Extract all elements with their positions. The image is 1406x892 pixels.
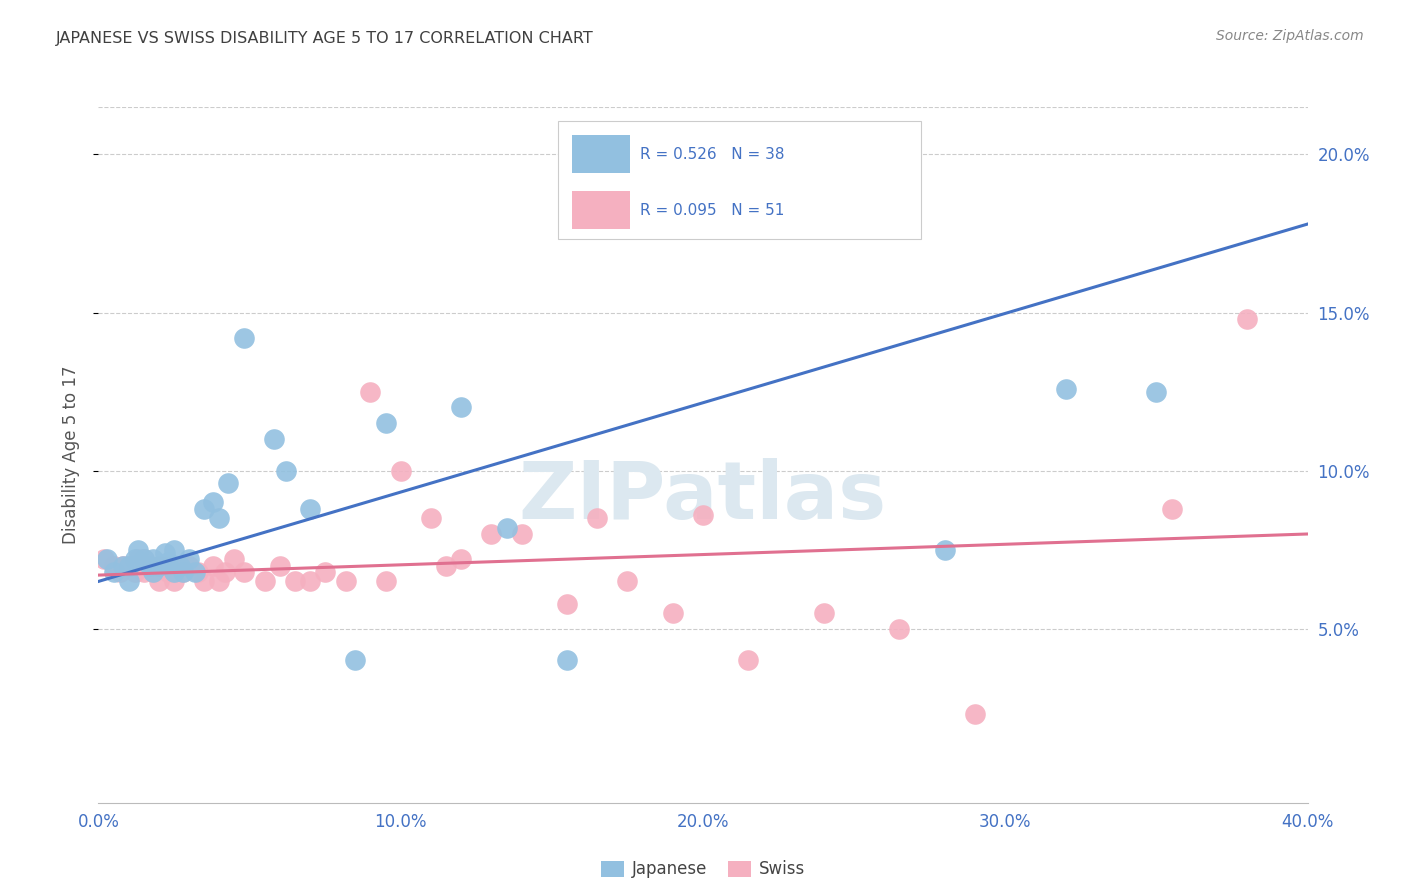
Point <box>662 606 685 620</box>
Point <box>127 542 149 557</box>
Point <box>344 653 367 667</box>
Point <box>156 565 179 579</box>
Point <box>214 565 236 579</box>
Text: R = 0.526   N = 38: R = 0.526 N = 38 <box>640 147 785 161</box>
Point <box>96 552 118 566</box>
Point <box>555 653 578 667</box>
Point <box>172 565 194 579</box>
Point <box>139 558 162 573</box>
Point <box>335 574 357 589</box>
Point <box>193 574 215 589</box>
Point <box>299 501 322 516</box>
FancyBboxPatch shape <box>558 121 921 239</box>
Point <box>510 527 533 541</box>
Text: Source: ZipAtlas.com: Source: ZipAtlas.com <box>1216 29 1364 43</box>
Point <box>103 558 125 573</box>
Point <box>148 574 170 589</box>
Point <box>93 552 115 566</box>
Point <box>153 546 176 560</box>
Point <box>481 527 503 541</box>
Point <box>420 511 443 525</box>
Point <box>169 558 191 573</box>
Point <box>217 476 239 491</box>
Legend: Japanese, Swiss: Japanese, Swiss <box>593 854 813 885</box>
Point <box>616 574 638 589</box>
Point <box>172 565 194 579</box>
Point <box>737 653 759 667</box>
Point <box>555 597 578 611</box>
Text: R = 0.095   N = 51: R = 0.095 N = 51 <box>640 202 785 218</box>
Point <box>495 521 517 535</box>
Point <box>813 606 835 620</box>
Point <box>163 565 186 579</box>
Point <box>156 556 179 570</box>
Point <box>274 464 297 478</box>
Point <box>163 542 186 557</box>
Point <box>111 558 134 573</box>
Point <box>187 565 209 579</box>
Point <box>965 707 987 722</box>
Point <box>142 552 165 566</box>
Text: ZIPatlas: ZIPatlas <box>519 458 887 536</box>
FancyBboxPatch shape <box>572 135 630 173</box>
Point <box>269 558 291 573</box>
Point <box>132 552 155 566</box>
Point <box>389 464 412 478</box>
Point <box>132 552 155 566</box>
Point <box>142 565 165 579</box>
Point <box>108 565 131 579</box>
Point <box>450 552 472 566</box>
Point <box>142 565 165 579</box>
Point <box>148 558 170 573</box>
Point <box>360 384 382 399</box>
Point <box>118 558 141 573</box>
Point <box>232 331 254 345</box>
Point <box>299 574 322 589</box>
Point <box>208 574 231 589</box>
Y-axis label: Disability Age 5 to 17: Disability Age 5 to 17 <box>62 366 80 544</box>
Point <box>124 552 146 566</box>
Point <box>124 565 146 579</box>
Point <box>202 558 225 573</box>
Point <box>163 574 186 589</box>
Point <box>692 188 714 202</box>
Point <box>314 565 336 579</box>
Point <box>132 565 155 579</box>
Point <box>111 558 134 573</box>
Point <box>1160 501 1182 516</box>
Point <box>450 401 472 415</box>
Point <box>934 542 956 557</box>
Point <box>148 558 170 573</box>
Point <box>586 511 609 525</box>
Point <box>1236 312 1258 326</box>
Point <box>118 574 141 589</box>
Point <box>184 565 207 579</box>
Point <box>153 558 176 573</box>
Point <box>202 495 225 509</box>
Point <box>828 204 851 219</box>
Point <box>103 565 125 579</box>
Point <box>434 558 457 573</box>
Point <box>1054 382 1077 396</box>
Point <box>193 501 215 516</box>
Point <box>208 511 231 525</box>
Text: JAPANESE VS SWISS DISABILITY AGE 5 TO 17 CORRELATION CHART: JAPANESE VS SWISS DISABILITY AGE 5 TO 17… <box>56 31 593 46</box>
Point <box>1144 384 1167 399</box>
Point <box>224 552 246 566</box>
Point <box>692 508 714 522</box>
Point <box>253 574 276 589</box>
Point <box>118 558 141 573</box>
Point <box>232 565 254 579</box>
Point <box>179 558 201 573</box>
Point <box>374 574 396 589</box>
FancyBboxPatch shape <box>572 191 630 229</box>
Point <box>179 552 201 566</box>
Point <box>374 417 396 431</box>
Point <box>263 432 285 446</box>
Point <box>127 552 149 566</box>
Point <box>169 558 191 573</box>
Point <box>163 565 186 579</box>
Point <box>889 622 911 636</box>
Point <box>284 574 307 589</box>
